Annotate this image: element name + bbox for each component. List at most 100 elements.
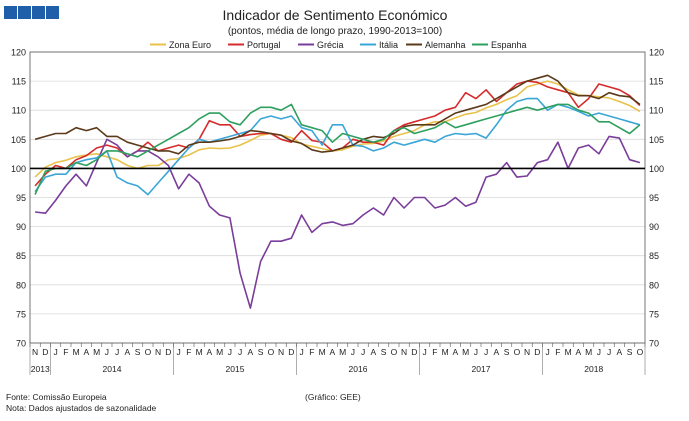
x-month-label: F (309, 347, 314, 357)
x-month-label: M (442, 347, 449, 357)
legend-label-espanha: Espanha (491, 40, 527, 50)
series-line-zona-euro (34, 80, 641, 178)
x-month-label: A (330, 347, 336, 357)
x-month-label: J (177, 347, 181, 357)
x-month-label: S (381, 347, 387, 357)
y-tick-label-left-90: 90 (16, 222, 26, 232)
x-month-label: N (278, 347, 284, 357)
x-month-label: N (401, 347, 407, 357)
y-tick-label-right-85: 85 (649, 251, 659, 261)
x-month-label: J (361, 347, 365, 357)
gee-logo (4, 6, 59, 19)
series-lines (30, 74, 645, 309)
x-month-label: N (155, 347, 161, 357)
year-label-2018: 2018 (584, 364, 603, 374)
x-month-label: A (207, 347, 213, 357)
x-month-label: J (105, 347, 109, 357)
x-month-label: J (474, 347, 478, 357)
y-tick-label-left-85: 85 (16, 251, 26, 261)
y-tick-label-left-110: 110 (12, 106, 26, 116)
y-tick-label-left-120: 120 (11, 48, 26, 58)
series-line-alemanha (34, 74, 641, 155)
x-month-label: O (391, 347, 398, 357)
series-line-espanha (34, 103, 641, 195)
x-month-label: D (288, 347, 294, 357)
y-tick-label-right-100: 100 (649, 164, 664, 174)
x-month-label: D (411, 347, 417, 357)
x-month-label: F (555, 347, 560, 357)
y-tick-label-right-110: 110 (649, 106, 663, 116)
x-month-label: J (607, 347, 611, 357)
x-month-label: S (135, 347, 141, 357)
y-tick-label-left-75: 75 (16, 309, 26, 319)
footnote-source: Fonte: Comissão Europeia (6, 392, 107, 402)
x-month-label: A (494, 347, 500, 357)
x-month-label: J (115, 347, 119, 357)
x-month-label: A (576, 347, 582, 357)
x-month-label: D (534, 347, 540, 357)
x-month-label: D (165, 347, 171, 357)
year-label-2017: 2017 (472, 364, 491, 374)
year-label-2015: 2015 (226, 364, 245, 374)
x-month-label: O (637, 347, 644, 357)
x-month-label: M (73, 347, 80, 357)
x-month-label: J (546, 347, 550, 357)
legend: Zona Euro Portugal Grécia Itália Alemanha Esp… (150, 40, 527, 50)
y-tick-label-left-100: 100 (11, 164, 26, 174)
x-month-label: A (84, 347, 90, 357)
x-month-label: J (54, 347, 58, 357)
x-month-label: F (186, 347, 191, 357)
chart-title: Indicador de Sentimento Económico (223, 7, 448, 23)
x-month-label: F (432, 347, 437, 357)
x-month-label: M (93, 347, 100, 357)
x-month-label: M (462, 347, 469, 357)
x-month-label: S (504, 347, 510, 357)
x-month-label: M (339, 347, 346, 357)
legend-label-grécia: Grécia (317, 40, 344, 50)
x-month-label: S (258, 347, 264, 357)
x-month-label: M (319, 347, 326, 357)
y-tick-label-left-70: 70 (16, 339, 26, 349)
legend-label-alemanha: Alemanha (425, 40, 466, 50)
y-tick-label-right-115: 115 (649, 77, 663, 87)
x-month-label: A (248, 347, 254, 357)
y-tick-label-right-120: 120 (649, 48, 664, 58)
x-month-label: A (617, 347, 623, 357)
x-month-label: J (423, 347, 427, 357)
x-month-label: J (484, 347, 488, 357)
series-line-portugal (34, 80, 641, 187)
y-tick-label-left-105: 105 (11, 135, 26, 145)
series-line-grécia (35, 135, 641, 309)
x-month-label: M (216, 347, 223, 357)
x-month-label: M (196, 347, 203, 357)
chart-subtitle: (pontos, média de longo prazo, 1990-2013… (228, 26, 442, 37)
x-month-label: J (351, 347, 355, 357)
x-month-label: O (268, 347, 275, 357)
legend-label-portugal: Portugal (247, 40, 281, 50)
x-month-label: N (32, 347, 38, 357)
x-month-label: D (42, 347, 48, 357)
year-label-2016: 2016 (349, 364, 368, 374)
x-month-label: J (238, 347, 242, 357)
x-month-label: M (585, 347, 592, 357)
x-month-label: M (565, 347, 572, 357)
y-tick-label-right-75: 75 (649, 309, 659, 319)
x-month-label: A (371, 347, 377, 357)
y-tick-label-right-105: 105 (649, 135, 664, 145)
footnote-credit: (Gráfico: GEE) (305, 392, 361, 402)
x-month-label: J (597, 347, 601, 357)
x-month-label: O (514, 347, 521, 357)
y-tick-label-right-95: 95 (649, 193, 659, 203)
x-month-label: S (627, 347, 633, 357)
x-month-label: F (63, 347, 68, 357)
x-month-label: J (228, 347, 232, 357)
axes: 70 70 75 75 80 80 85 85 90 90 95 95 100 100 105 105 110 1… (11, 48, 664, 375)
y-tick-label-left-95: 95 (16, 193, 26, 203)
x-month-label: N (524, 347, 530, 357)
legend-label-zona-euro: Zona Euro (169, 40, 211, 50)
x-month-label: O (145, 347, 152, 357)
legend-label-itália: Itália (379, 40, 398, 50)
y-tick-label-left-80: 80 (16, 280, 26, 290)
grid (30, 51, 645, 344)
